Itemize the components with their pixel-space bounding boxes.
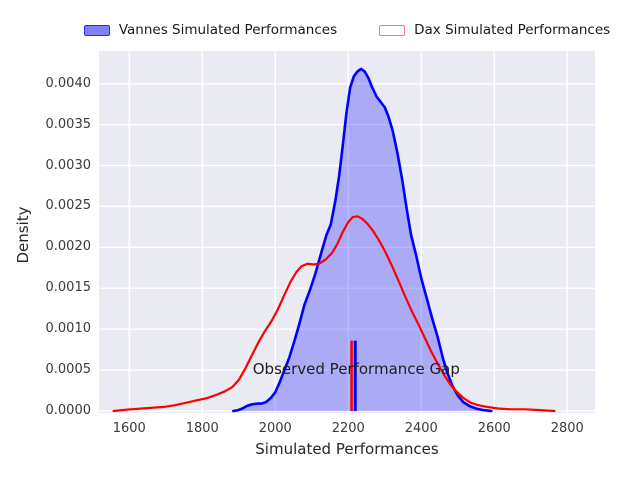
y-tick-label: 0.0030 — [45, 157, 92, 173]
vannes-swatch-icon — [83, 24, 110, 36]
kde-plot-svg — [99, 51, 595, 413]
y-tick-label: 0.0000 — [45, 402, 92, 418]
x-axis-label: Simulated Performances — [255, 440, 439, 458]
x-tick-label: 2800 — [550, 421, 584, 436]
x-tick-label: 2200 — [331, 421, 365, 436]
y-tick-label: 0.0025 — [45, 198, 92, 214]
dax-density-curve — [112, 215, 556, 413]
dax-swatch-icon — [379, 24, 406, 36]
y-tick-label: 0.0005 — [45, 362, 92, 378]
legend-label-vannes: Vannes Simulated Performances — [118, 22, 338, 38]
y-tick-label: 0.0035 — [45, 116, 92, 132]
x-tick-label: 2600 — [477, 421, 511, 436]
y-tick-label: 0.0010 — [45, 321, 92, 337]
x-tick-label: 1800 — [185, 421, 219, 436]
legend-label-dax: Dax Simulated Performances — [414, 22, 611, 38]
y-axis-label: Density — [14, 206, 32, 264]
y-tick-label: 0.0040 — [45, 75, 92, 91]
observed-gap-annotation: Observed Performance Gap — [252, 360, 460, 379]
legend-item-vannes: Vannes Simulated Performances — [83, 22, 338, 38]
plot-area: Observed Performance Gap — [99, 51, 595, 413]
x-tick-label: 2000 — [258, 421, 292, 436]
legend: Vannes Simulated Performances Dax Simula… — [83, 21, 610, 39]
x-tick-label: 1600 — [112, 421, 146, 436]
legend-item-dax: Dax Simulated Performances — [379, 22, 610, 38]
vannes-density-curve — [232, 67, 493, 413]
y-tick-label: 0.0020 — [45, 239, 92, 255]
y-tick-label: 0.0015 — [45, 280, 92, 296]
vannes-density-fill — [233, 69, 492, 411]
x-tick-label: 2400 — [404, 421, 438, 436]
